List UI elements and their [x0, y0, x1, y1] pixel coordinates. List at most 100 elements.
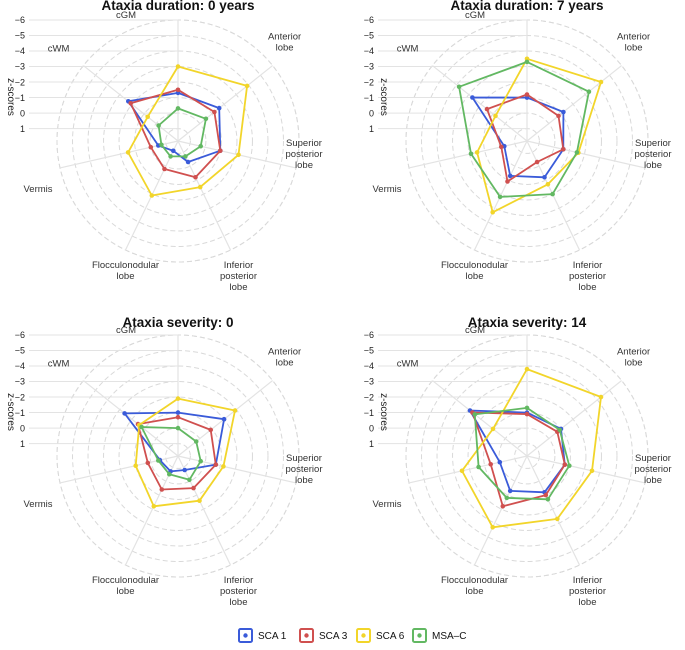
category-label: Flocculonodular lobe — [441, 575, 508, 597]
category-label-line: lobe — [295, 160, 313, 171]
category-label-line: Vermis — [372, 184, 401, 195]
category-label-line: lobe — [644, 475, 662, 486]
category-label-line: Vermis — [23, 184, 52, 195]
category-label-line: lobe — [466, 586, 484, 597]
data-point-sca-6 — [221, 464, 226, 469]
data-point-sca-3 — [562, 462, 568, 467]
category-label-line: Superior — [286, 138, 322, 149]
data-point-sca-1 — [185, 159, 191, 165]
data-point-sca-3 — [193, 175, 198, 180]
category-label: Flocculonodular lobe — [92, 575, 159, 597]
category-label: Inferior posterior lobe — [569, 575, 606, 608]
tick-label: −1 — [15, 93, 25, 103]
series-line-msa-c — [140, 426, 202, 481]
category-label-line: Vermis — [372, 499, 401, 510]
category-label-line: lobe — [466, 271, 484, 282]
grid-circle — [103, 66, 253, 216]
category-label-line: cGM — [116, 10, 136, 21]
data-point-msa-c — [156, 123, 161, 128]
spoke — [177, 455, 232, 566]
category-label: Flocculonodular lobe — [441, 260, 508, 282]
data-point-sca-6 — [474, 150, 480, 155]
tick-label: −3 — [364, 62, 374, 72]
series-line-sca-3 — [129, 88, 222, 179]
radar-panel-4: −6 −5 −4 −3 −2 −1 0 1 z-scores Ataxia severity: 1… — [364, 315, 672, 608]
radar-panel-2: −6 −5 −4 −3 −2 −1 0 1 z-scores Ataxia duration: 7… — [364, 0, 672, 293]
legend-dot — [243, 633, 248, 638]
category-label: Inferior posterior lobe — [220, 575, 257, 608]
data-point-sca-6 — [490, 525, 496, 530]
tick-label: −5 — [15, 346, 25, 356]
data-point-sca-6 — [244, 83, 250, 89]
data-point-sca-3 — [499, 144, 504, 150]
data-point-msa-c — [524, 405, 530, 411]
data-point-sca-3 — [191, 485, 196, 491]
data-point-msa-c — [550, 191, 555, 197]
data-point-sca-3 — [159, 487, 165, 492]
data-point-sca-6 — [197, 498, 202, 504]
spoke — [432, 380, 528, 457]
category-label-line: posterior — [220, 271, 257, 282]
grid-circle — [436, 50, 618, 232]
tick-label: −2 — [364, 392, 374, 402]
tick-label: −2 — [15, 77, 25, 87]
data-point-sca-6 — [524, 366, 530, 372]
tick-label: 1 — [369, 439, 374, 449]
data-point-sca-1 — [182, 467, 187, 473]
tick-label: −6 — [15, 330, 25, 340]
data-point-sca-1 — [507, 488, 513, 494]
data-point-sca-6 — [175, 396, 181, 401]
radar-panel-3: −6 −5 −4 −3 −2 −1 0 1 z-scores Ataxia severity: 0… — [5, 315, 322, 608]
spoke — [526, 455, 646, 484]
data-point-msa-c — [187, 477, 192, 483]
data-point-msa-c — [557, 427, 562, 433]
tick-label: 1 — [369, 124, 374, 134]
legend-label: SCA 1 — [258, 631, 287, 642]
spoke — [526, 140, 646, 169]
category-label-line: Inferior — [573, 260, 603, 271]
category-label-line: lobe — [644, 160, 662, 171]
data-point-sca-1 — [470, 95, 475, 100]
data-point-sca-3 — [488, 462, 494, 467]
data-point-sca-1 — [175, 410, 181, 415]
category-label-line: lobe — [276, 43, 294, 54]
series-line-sca-1 — [471, 96, 565, 179]
data-point-sca-3 — [175, 414, 181, 420]
legend-label: MSA–C — [432, 631, 466, 642]
data-point-msa-c — [574, 150, 580, 155]
category-label: Inferior posterior lobe — [569, 260, 606, 293]
data-point-msa-c — [472, 412, 478, 417]
data-point-sca-6 — [175, 64, 181, 69]
category-label-line: lobe — [276, 358, 294, 369]
series-line-sca-6 — [476, 57, 602, 214]
legend: SCA 1 SCA 3 SCA 6 MSA–C — [238, 628, 466, 643]
grid-circle — [103, 381, 253, 531]
data-point-sca-1 — [497, 459, 503, 465]
category-label-line: posterior — [635, 149, 672, 160]
data-point-sca-6 — [493, 113, 498, 119]
data-point-msa-c — [567, 463, 572, 469]
category-label: cGM — [116, 325, 136, 336]
spoke — [526, 65, 622, 142]
grid-circle — [118, 81, 238, 201]
data-point-sca-3 — [162, 166, 167, 172]
category-label: Flocculonodular lobe — [92, 260, 159, 282]
data-point-sca-3 — [208, 427, 213, 433]
spoke — [408, 140, 528, 169]
data-point-msa-c — [139, 424, 144, 430]
tick-label: −6 — [364, 330, 374, 340]
category-label-line: cWM — [397, 44, 419, 55]
category-label: cWM — [397, 44, 419, 55]
tick-label: 0 — [369, 108, 374, 118]
y-axis-label: z-scores — [5, 393, 16, 431]
category-label: cGM — [465, 325, 485, 336]
tick-label: −1 — [364, 93, 374, 103]
data-point-sca-6 — [145, 114, 150, 120]
category-label-line: lobe — [579, 282, 597, 293]
series-line-sca-3 — [137, 416, 217, 491]
panel-title: Ataxia severity: 14 — [468, 315, 587, 330]
category-label-line: Anterior — [268, 347, 301, 358]
legend-dot — [417, 633, 422, 638]
category-label-line: posterior — [569, 271, 606, 282]
category-label-line: lobe — [117, 586, 135, 597]
